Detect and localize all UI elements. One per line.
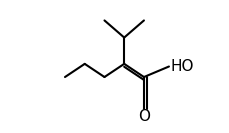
Text: HO: HO bbox=[170, 59, 194, 74]
Text: O: O bbox=[137, 109, 149, 124]
